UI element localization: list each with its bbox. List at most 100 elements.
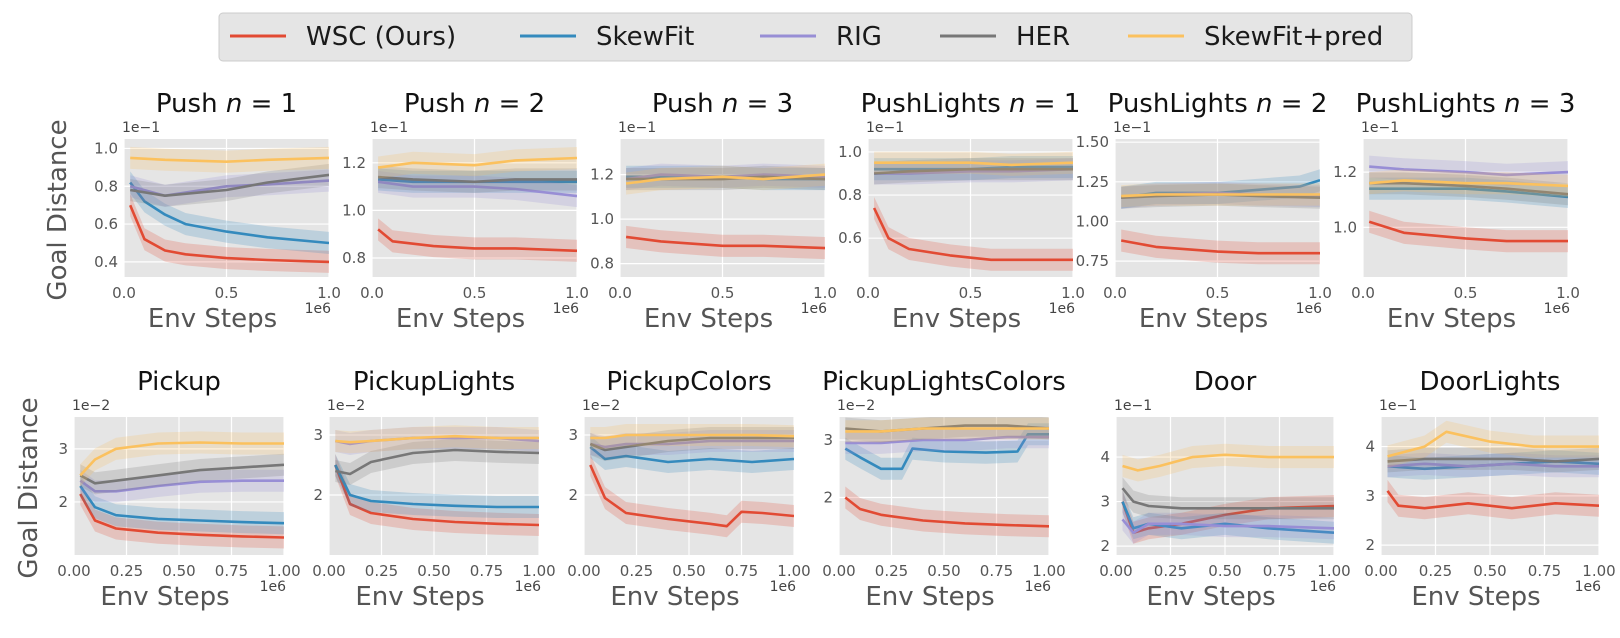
- x-offset-text: 1e6: [1025, 579, 1052, 595]
- x-tick-label: 1.0: [1556, 284, 1580, 302]
- legend-entry-rig: RIG: [760, 22, 882, 52]
- series-line-her: [874, 167, 1073, 175]
- subplot-push-n-1: 0.0 0.5 1.0 0.4 0.6 0.8 1.0 Push n = 11e−1 1e6 En…: [94, 89, 341, 334]
- x-tick-label: 1.00: [1032, 562, 1065, 580]
- series-band-wsc-ours: [626, 225, 825, 260]
- x-tick-label: 0.50: [1208, 562, 1241, 580]
- series-band-rig: [80, 469, 284, 503]
- series-line-skewfit-pred: [130, 156, 329, 163]
- series-band-skewfit: [1121, 169, 1320, 209]
- series-band-her: [1121, 183, 1320, 209]
- x-tick-label: 0.75: [1528, 562, 1561, 580]
- series-line-skewfit-pred: [377, 156, 577, 169]
- series-line-rig: [377, 180, 577, 198]
- x-tick-label: 0.00: [57, 562, 90, 580]
- x-axis-label: Env Steps: [355, 582, 484, 612]
- y-offset-text: 1e−1: [866, 120, 904, 136]
- legend-label-rig: RIG: [836, 22, 882, 52]
- x-tick-label: 0.0: [1351, 284, 1375, 302]
- x-tick-label: 0.0: [608, 284, 632, 302]
- y-tick-label: 1.0: [1333, 218, 1357, 236]
- y-tick-label: 2: [1100, 537, 1110, 555]
- series-band-skewfit: [1369, 177, 1568, 208]
- series-band-skewfit: [590, 436, 794, 473]
- x-axis-label: Env Steps: [610, 582, 739, 612]
- y-tick-label: 0.8: [94, 177, 118, 195]
- legend-entry-her: HER: [940, 22, 1070, 52]
- y-tick-label: 3: [313, 426, 323, 444]
- series-line-wsc-ours: [844, 496, 1049, 528]
- series-line-rig: [1369, 165, 1568, 177]
- x-tick-label: 0.0: [1103, 284, 1127, 302]
- series-band-skewfit: [1122, 490, 1334, 544]
- x-tick-label: 1.0: [813, 284, 837, 302]
- x-offset-text: 1e6: [515, 579, 542, 595]
- x-tick-label: 0.50: [672, 562, 705, 580]
- series-line-wsc-ours: [1386, 490, 1599, 510]
- legend-label-wsc-ours: WSC (Ours): [306, 22, 456, 52]
- series-band-skewfit-pred: [130, 146, 329, 173]
- series-band-skewfit-pred: [335, 425, 539, 454]
- y-tick-label: 4: [1100, 448, 1110, 466]
- x-tick-label: 0.00: [567, 562, 600, 580]
- y-tick-label: 0.8: [342, 249, 366, 267]
- y-tick-label: 1.50: [1076, 133, 1109, 151]
- series-line-wsc-ours: [625, 235, 825, 250]
- series-band-wsc-ours: [80, 482, 284, 549]
- x-axis-label: Env Steps: [865, 582, 994, 612]
- subplot-door: 0.00 0.25 0.50 0.75 1.00 2 3 4 Door 1e−1 1e6 Env St…: [1099, 367, 1350, 612]
- x-tick-label: 0.0: [112, 284, 136, 302]
- series-band-skewfit-pred: [1387, 420, 1599, 468]
- subplot-title: Push n = 1: [156, 89, 297, 119]
- x-tick-label: 0.5: [1206, 284, 1230, 302]
- x-axis-label: Env Steps: [100, 582, 229, 612]
- subplot-title: PickupColors: [606, 367, 771, 397]
- y-tick-label: 3: [568, 426, 578, 444]
- x-axis-label: Env Steps: [1146, 582, 1275, 612]
- series-band-rig: [335, 427, 539, 455]
- series-band-her: [130, 163, 329, 207]
- y-tick-label: 1.2: [1333, 163, 1357, 181]
- series-line-skewfit: [129, 181, 329, 245]
- series-line-wsc-ours: [334, 464, 539, 527]
- legend-label-skewfit-pred: SkewFit+pred: [1204, 22, 1383, 52]
- x-tick-label: 0.75: [980, 562, 1013, 580]
- series-band-skewfit-pred: [626, 163, 825, 195]
- y-offset-text: 1e−1: [370, 120, 408, 136]
- x-tick-label: 1.0: [1061, 284, 1085, 302]
- series-band-wsc-ours: [1121, 229, 1320, 265]
- series-line-skewfit-pred: [1121, 193, 1320, 198]
- x-tick-label: 0.75: [1263, 562, 1296, 580]
- x-tick-label: 0.75: [215, 562, 248, 580]
- x-tick-label: 0.25: [110, 562, 143, 580]
- x-offset-text: 1e6: [1575, 579, 1602, 595]
- y-offset-text: 1e−1: [1361, 120, 1399, 136]
- series-line-skewfit-pred: [1387, 430, 1599, 458]
- series-line-wsc-ours: [1368, 220, 1568, 243]
- subplot-pushlights-n-1: 0.0 0.5 1.0 0.6 0.8 1.0 PushLights n = 11e−1 1e…: [838, 89, 1085, 334]
- x-tick-label: 1.0: [1308, 284, 1332, 302]
- y-tick-label: 2: [58, 493, 68, 511]
- series-band-wsc-ours: [1122, 490, 1334, 544]
- x-offset-text: 1e6: [801, 301, 828, 317]
- y-tick-label: 1.00: [1076, 212, 1109, 230]
- series-line-wsc-ours: [1120, 239, 1320, 255]
- series-line-skewfit-pred: [845, 427, 1049, 433]
- x-tick-label: 0.25: [365, 562, 398, 580]
- x-axis-label: Env Steps: [148, 304, 277, 334]
- x-axis-label: Env Steps: [1139, 304, 1268, 334]
- y-tick-label: 0.4: [94, 253, 118, 271]
- series-group: [1386, 420, 1599, 520]
- x-tick-label: 0.00: [1099, 562, 1132, 580]
- y-tick-label: 3: [1100, 493, 1110, 511]
- series-line-skewfit: [589, 445, 794, 464]
- x-tick-label: 0.25: [1419, 562, 1452, 580]
- x-tick-label: 1.00: [1582, 562, 1615, 580]
- x-tick-label: 0.25: [620, 562, 653, 580]
- series-line-her: [335, 448, 539, 476]
- series-line-skewfit: [334, 464, 539, 509]
- subplot-title: PushLights n = 2: [1108, 89, 1328, 119]
- x-tick-label: 1.00: [522, 562, 555, 580]
- x-tick-label: 0.00: [312, 562, 345, 580]
